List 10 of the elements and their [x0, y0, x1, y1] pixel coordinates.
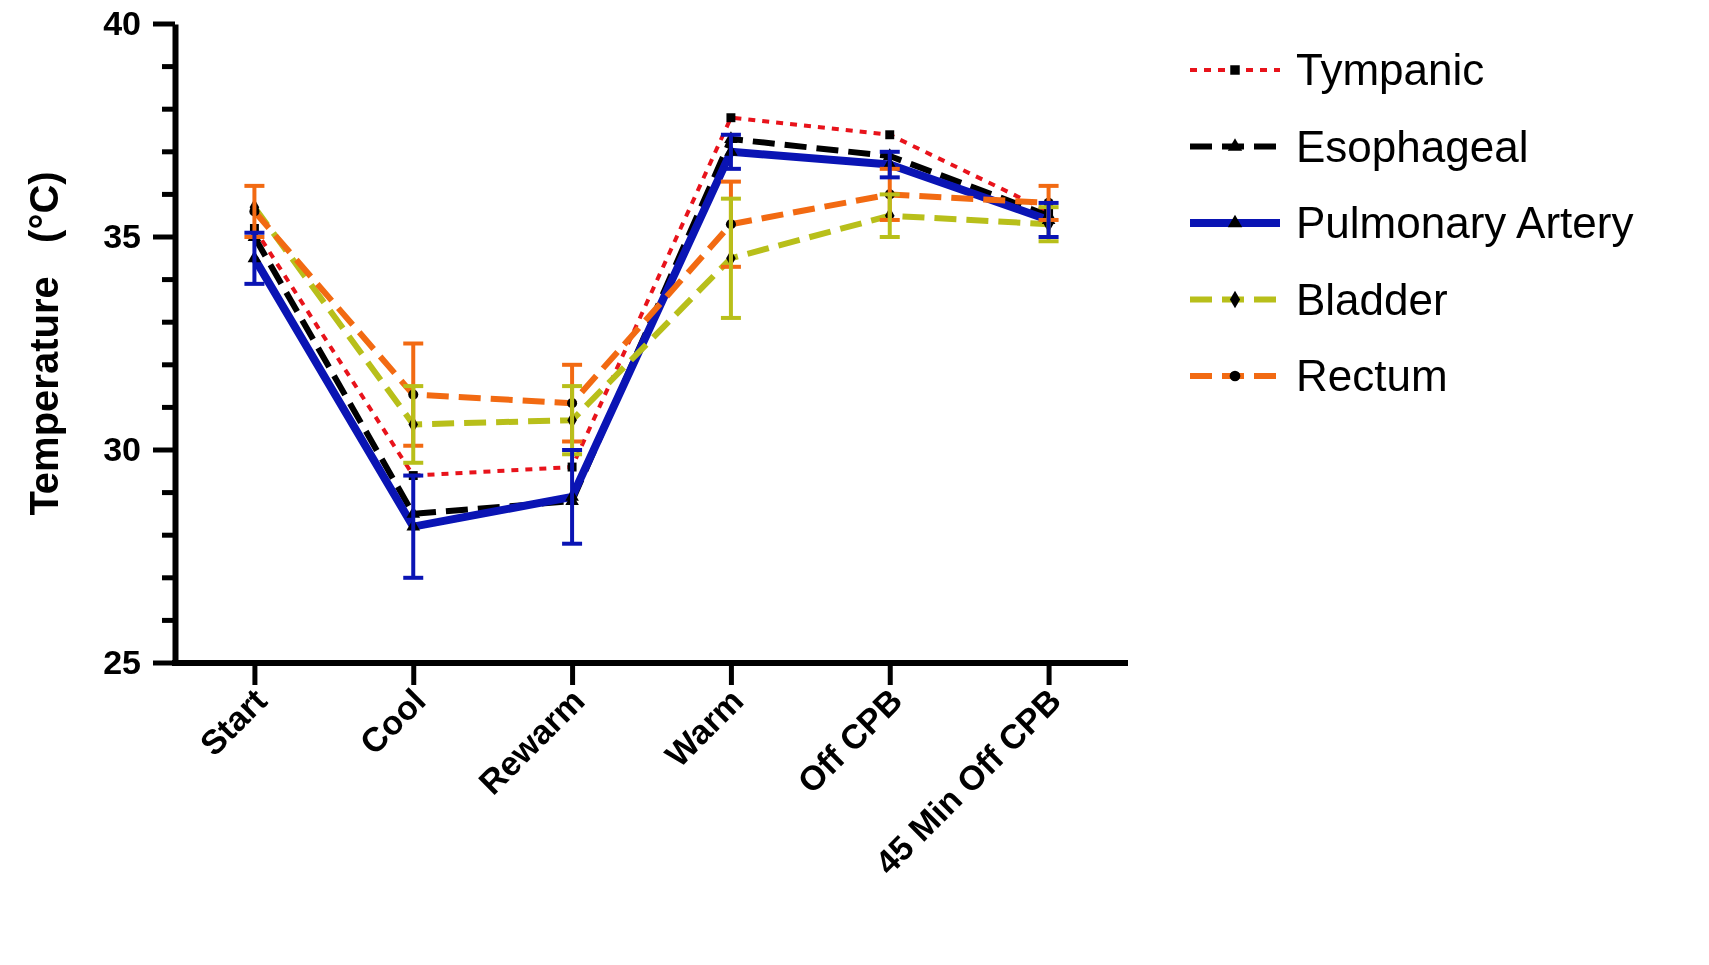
y-axis-title: Temperature (°C) — [22, 171, 66, 516]
legend-label: Esophageal — [1296, 121, 1529, 171]
legend-label: Rectum — [1296, 351, 1448, 401]
legend-label: Tympanic — [1296, 45, 1485, 95]
y-tick-label: 35 — [103, 217, 141, 256]
y-tick-label: 25 — [103, 643, 141, 682]
legend-label: Pulmonary Artery — [1296, 198, 1634, 248]
y-tick-label: 40 — [103, 4, 141, 43]
y-tick-label: 30 — [103, 430, 141, 469]
legend-label: Bladder — [1296, 274, 1448, 324]
